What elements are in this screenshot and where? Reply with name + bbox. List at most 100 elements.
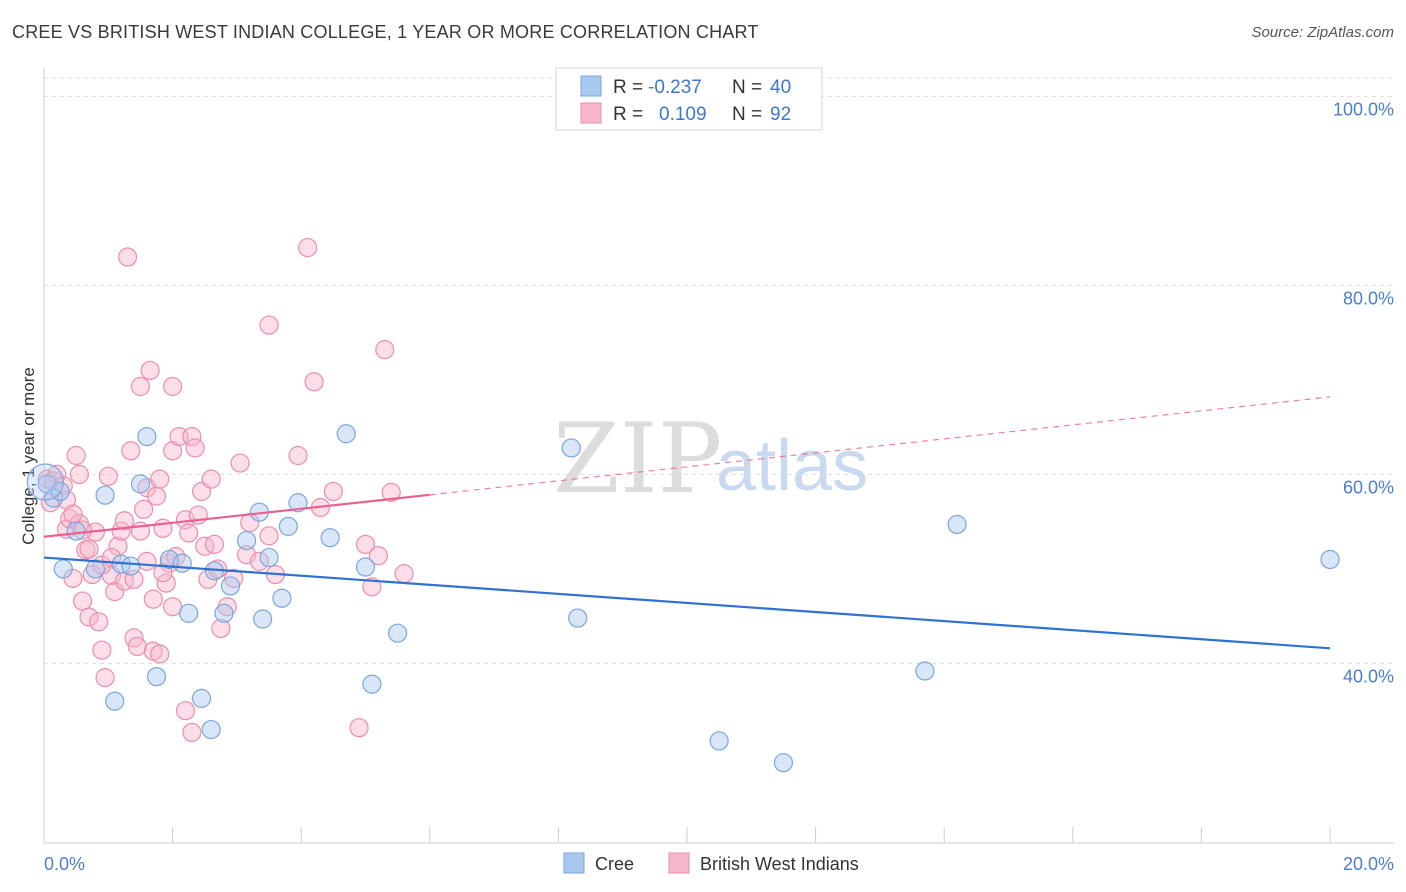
- bwi-point: [111, 521, 131, 541]
- y-tick-labels: 40.0% 60.0% 80.0% 100.0%: [1333, 99, 1394, 686]
- cree-point: [130, 474, 151, 494]
- y-tick-label: 60.0%: [1343, 477, 1394, 497]
- bwi-point: [362, 577, 382, 597]
- legend-r-label-cree: R =: [613, 77, 643, 98]
- series-legend: Cree British West Indians: [563, 852, 859, 874]
- cree-point: [288, 493, 308, 513]
- bottom-legend-label-bwi: British West Indians: [700, 854, 859, 874]
- bwi-point: [89, 612, 109, 632]
- trend-line-bwi-dashed: [429, 396, 1331, 496]
- cree-point: [773, 753, 794, 773]
- bwi-point: [355, 534, 376, 554]
- cree-point: [259, 547, 279, 568]
- bwi-point: [298, 237, 318, 258]
- bwi-point: [163, 597, 183, 617]
- bwi-point: [69, 464, 89, 485]
- cree-point: [191, 688, 212, 708]
- bwi-point: [201, 469, 221, 489]
- bwi-point: [175, 701, 196, 721]
- bottom-legend-swatch-bwi: [668, 852, 690, 874]
- cree-point: [355, 557, 376, 577]
- cree-point: [159, 549, 179, 570]
- bwi-point: [150, 644, 170, 664]
- cree-point: [220, 576, 241, 596]
- legend-n-label-cree: N =: [732, 77, 762, 98]
- cree-point: [201, 719, 221, 740]
- bwi-point: [288, 445, 308, 466]
- cree-point: [561, 438, 581, 458]
- cree-point: [236, 530, 257, 551]
- bwi-point: [211, 618, 231, 639]
- bwi-point: [259, 526, 279, 546]
- bwi-point: [381, 482, 401, 502]
- bottom-legend-swatch-cree: [563, 852, 585, 874]
- bwi-point: [375, 340, 395, 360]
- legend-n-value-cree: 40: [770, 77, 791, 98]
- y-tick-label: 100.0%: [1333, 99, 1394, 119]
- cree-point: [1320, 549, 1340, 570]
- axes: [43, 68, 1394, 844]
- cree-point: [388, 623, 408, 643]
- bwi-point: [79, 539, 99, 559]
- bwi-point: [66, 445, 86, 466]
- bwi-point: [182, 722, 202, 743]
- y-axis-title: College, 1 year or more: [19, 367, 38, 545]
- bwi-point: [79, 607, 99, 627]
- cree-point: [915, 661, 935, 681]
- bwi-point: [92, 640, 112, 660]
- cree-point: [66, 521, 86, 541]
- cree-point: [214, 603, 234, 623]
- bwi-point: [182, 426, 202, 447]
- series-british-west-indians: [37, 237, 414, 743]
- bwi-point: [259, 315, 279, 335]
- cree-point-cluster: [26, 463, 64, 501]
- x-tick-labels: 0.0% 20.0%: [44, 854, 1394, 874]
- series-cree: [26, 424, 1340, 773]
- bwi-point: [63, 504, 83, 524]
- bwi-point: [153, 518, 173, 538]
- legend-r-label-bwi: R =: [613, 104, 643, 125]
- source-credit: Source: ZipAtlas.com: [1251, 24, 1394, 41]
- bwi-point: [249, 551, 270, 571]
- bwi-point: [146, 486, 167, 506]
- bwi-point: [195, 536, 215, 556]
- cree-point: [121, 556, 141, 576]
- cree-point: [278, 516, 298, 536]
- bwi-point: [394, 564, 414, 584]
- bwi-point: [323, 481, 343, 502]
- cree-point: [85, 559, 106, 579]
- watermark-atlas: atlas: [716, 426, 868, 506]
- bwi-point: [204, 534, 224, 554]
- bwi-point: [134, 499, 154, 519]
- legend-r-value-cree: -0.237: [648, 77, 702, 98]
- cree-point: [179, 603, 199, 623]
- trend-line-bwi-solid: [43, 493, 430, 538]
- bwi-point: [98, 466, 118, 486]
- cree-point: [709, 731, 729, 751]
- legend-n-label-bwi: N =: [732, 104, 762, 125]
- cree-point: [53, 559, 73, 579]
- bwi-point: [105, 581, 125, 602]
- legend-swatch-cree: [580, 75, 602, 97]
- x-tick-label: 0.0%: [44, 854, 85, 874]
- cree-point: [137, 426, 157, 447]
- bwi-point: [185, 438, 205, 458]
- bwi-point: [150, 469, 170, 489]
- bwi-point: [156, 573, 176, 593]
- bwi-point: [130, 376, 151, 397]
- bwi-point: [95, 668, 115, 688]
- cree-point: [105, 691, 125, 711]
- bwi-point: [368, 546, 388, 566]
- bwi-point: [140, 360, 160, 381]
- bwi-point: [114, 511, 134, 531]
- bwi-point: [179, 523, 199, 543]
- watermark-zip: ZIP: [553, 403, 722, 515]
- trend-lines: [43, 396, 1331, 650]
- legend-r-value-bwi: 0.109: [659, 104, 707, 125]
- y-tick-label: 80.0%: [1343, 288, 1394, 308]
- bottom-legend-label-cree: Cree: [595, 854, 634, 874]
- cree-point: [272, 588, 292, 608]
- cree-point: [336, 424, 356, 444]
- chart-title: CREE VS BRITISH WEST INDIAN COLLEGE, 1 Y…: [12, 22, 759, 42]
